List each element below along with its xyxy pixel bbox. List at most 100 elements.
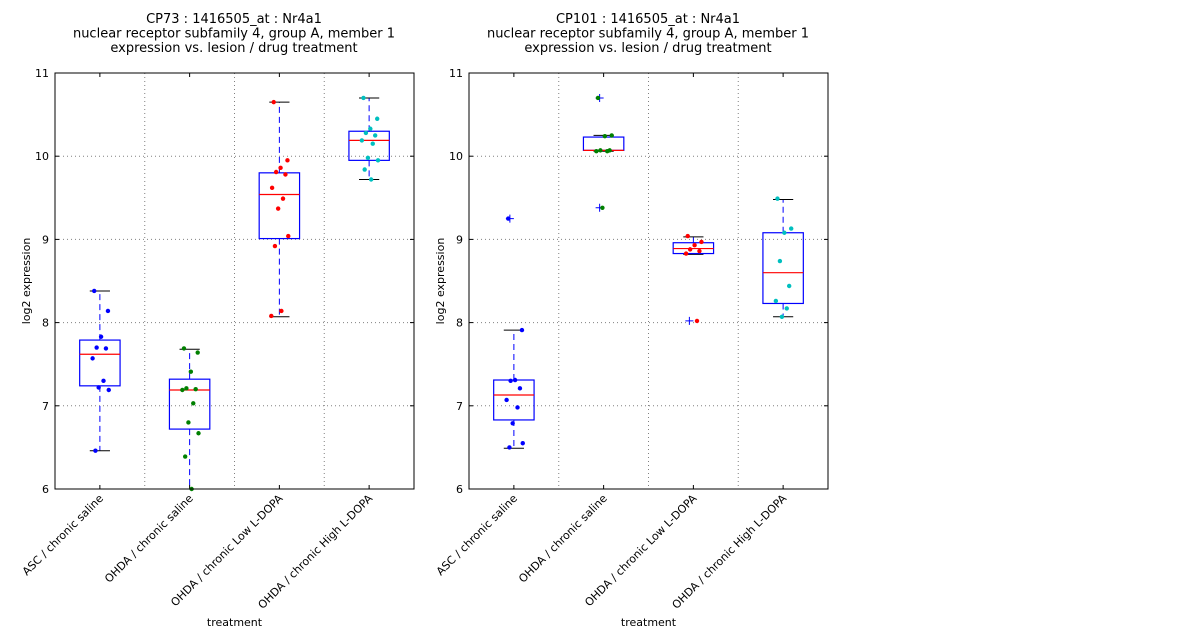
x-tick-label: OHDA / chronic saline <box>516 492 610 586</box>
data-point <box>193 386 198 392</box>
y-tick-label: 11 <box>35 67 49 80</box>
box-3 <box>258 99 301 319</box>
data-point <box>186 420 191 425</box>
data-point <box>365 155 371 161</box>
data-point <box>692 243 697 248</box>
y-tick-label: 9 <box>456 233 463 246</box>
y-tick-label: 8 <box>456 317 463 330</box>
data-point <box>92 288 97 294</box>
data-point <box>182 454 188 459</box>
y-tick-label: 7 <box>456 400 463 413</box>
data-point <box>375 158 381 163</box>
data-point <box>272 243 278 249</box>
data-point <box>101 378 106 384</box>
data-point <box>286 233 291 239</box>
data-point <box>98 334 104 339</box>
data-point <box>512 377 518 383</box>
data-point <box>368 126 373 131</box>
data-point <box>280 196 286 201</box>
data-point <box>93 448 98 453</box>
data-point <box>784 306 789 311</box>
data-point <box>595 95 601 101</box>
box-2 <box>168 346 211 492</box>
box-4 <box>762 196 804 319</box>
data-point <box>90 356 95 361</box>
data-point <box>188 369 194 374</box>
chart-title-line: expression vs. lesion / drug treatment <box>524 41 771 56</box>
data-point <box>269 185 275 191</box>
data-point <box>271 99 276 105</box>
data-point <box>609 133 614 138</box>
data-point <box>105 308 111 314</box>
data-point <box>362 167 367 172</box>
data-point <box>687 247 693 252</box>
y-tick-label: 11 <box>449 67 463 80</box>
y-tick-label: 10 <box>35 150 49 163</box>
y-axis-label: log2 expression <box>20 238 33 325</box>
x-tick-label: ASC / chronic saline <box>20 492 106 578</box>
data-point <box>181 346 187 351</box>
data-point <box>504 397 509 403</box>
data-point <box>683 251 689 256</box>
y-tick-label: 10 <box>449 150 463 163</box>
data-point <box>519 327 525 333</box>
box-iqr <box>762 232 804 305</box>
data-point <box>594 149 599 154</box>
outlier-marker <box>685 316 694 325</box>
data-point <box>375 116 380 121</box>
data-point <box>283 172 288 177</box>
data-point <box>196 431 201 436</box>
y-tick-label: 6 <box>42 483 49 496</box>
y-axis-label: log2 expression <box>434 238 447 325</box>
data-point <box>508 378 513 384</box>
data-point <box>278 165 283 171</box>
data-point <box>191 401 196 406</box>
data-point <box>96 385 101 390</box>
data-point <box>510 421 515 426</box>
data-point <box>786 283 792 289</box>
x-tick-label: ASC / chronic saline <box>434 492 520 578</box>
data-point <box>775 196 780 201</box>
chart-title-line: CP73 : 1416505_at : Nr4a1 <box>146 12 322 27</box>
data-point <box>269 313 274 319</box>
data-point <box>279 308 284 314</box>
box-1 <box>79 288 121 453</box>
data-point <box>180 387 185 393</box>
data-point <box>506 216 511 221</box>
box-1 <box>493 214 535 450</box>
data-point <box>517 386 523 391</box>
data-point <box>106 387 111 393</box>
x-tick-label: OHDA / chronic saline <box>102 492 196 586</box>
data-point <box>685 233 690 239</box>
data-point <box>285 158 290 163</box>
data-point <box>515 405 520 410</box>
plot-frame <box>468 72 829 490</box>
data-point <box>777 258 783 264</box>
box-2 <box>582 93 625 212</box>
plot-frame <box>54 72 415 490</box>
x-axis-label: treatment <box>621 616 677 629</box>
data-point <box>773 298 779 304</box>
box-iqr <box>258 172 301 240</box>
box-iqr <box>168 378 211 430</box>
data-point <box>694 318 700 324</box>
y-tick-label: 7 <box>42 400 49 413</box>
data-point <box>779 314 785 319</box>
data-point <box>370 141 375 146</box>
data-point <box>697 248 702 254</box>
box-iqr <box>493 379 535 421</box>
data-point <box>361 95 366 101</box>
data-point <box>94 345 99 350</box>
data-point <box>184 386 189 391</box>
data-point <box>602 134 608 139</box>
box-iqr <box>582 136 625 151</box>
data-point <box>359 138 365 143</box>
data-point <box>507 445 512 450</box>
data-point <box>363 130 369 136</box>
data-point <box>520 441 525 446</box>
data-point <box>195 350 200 355</box>
chart-title-line: nuclear receptor subfamily 4, group A, m… <box>73 27 395 42</box>
y-tick-label: 6 <box>456 483 463 496</box>
